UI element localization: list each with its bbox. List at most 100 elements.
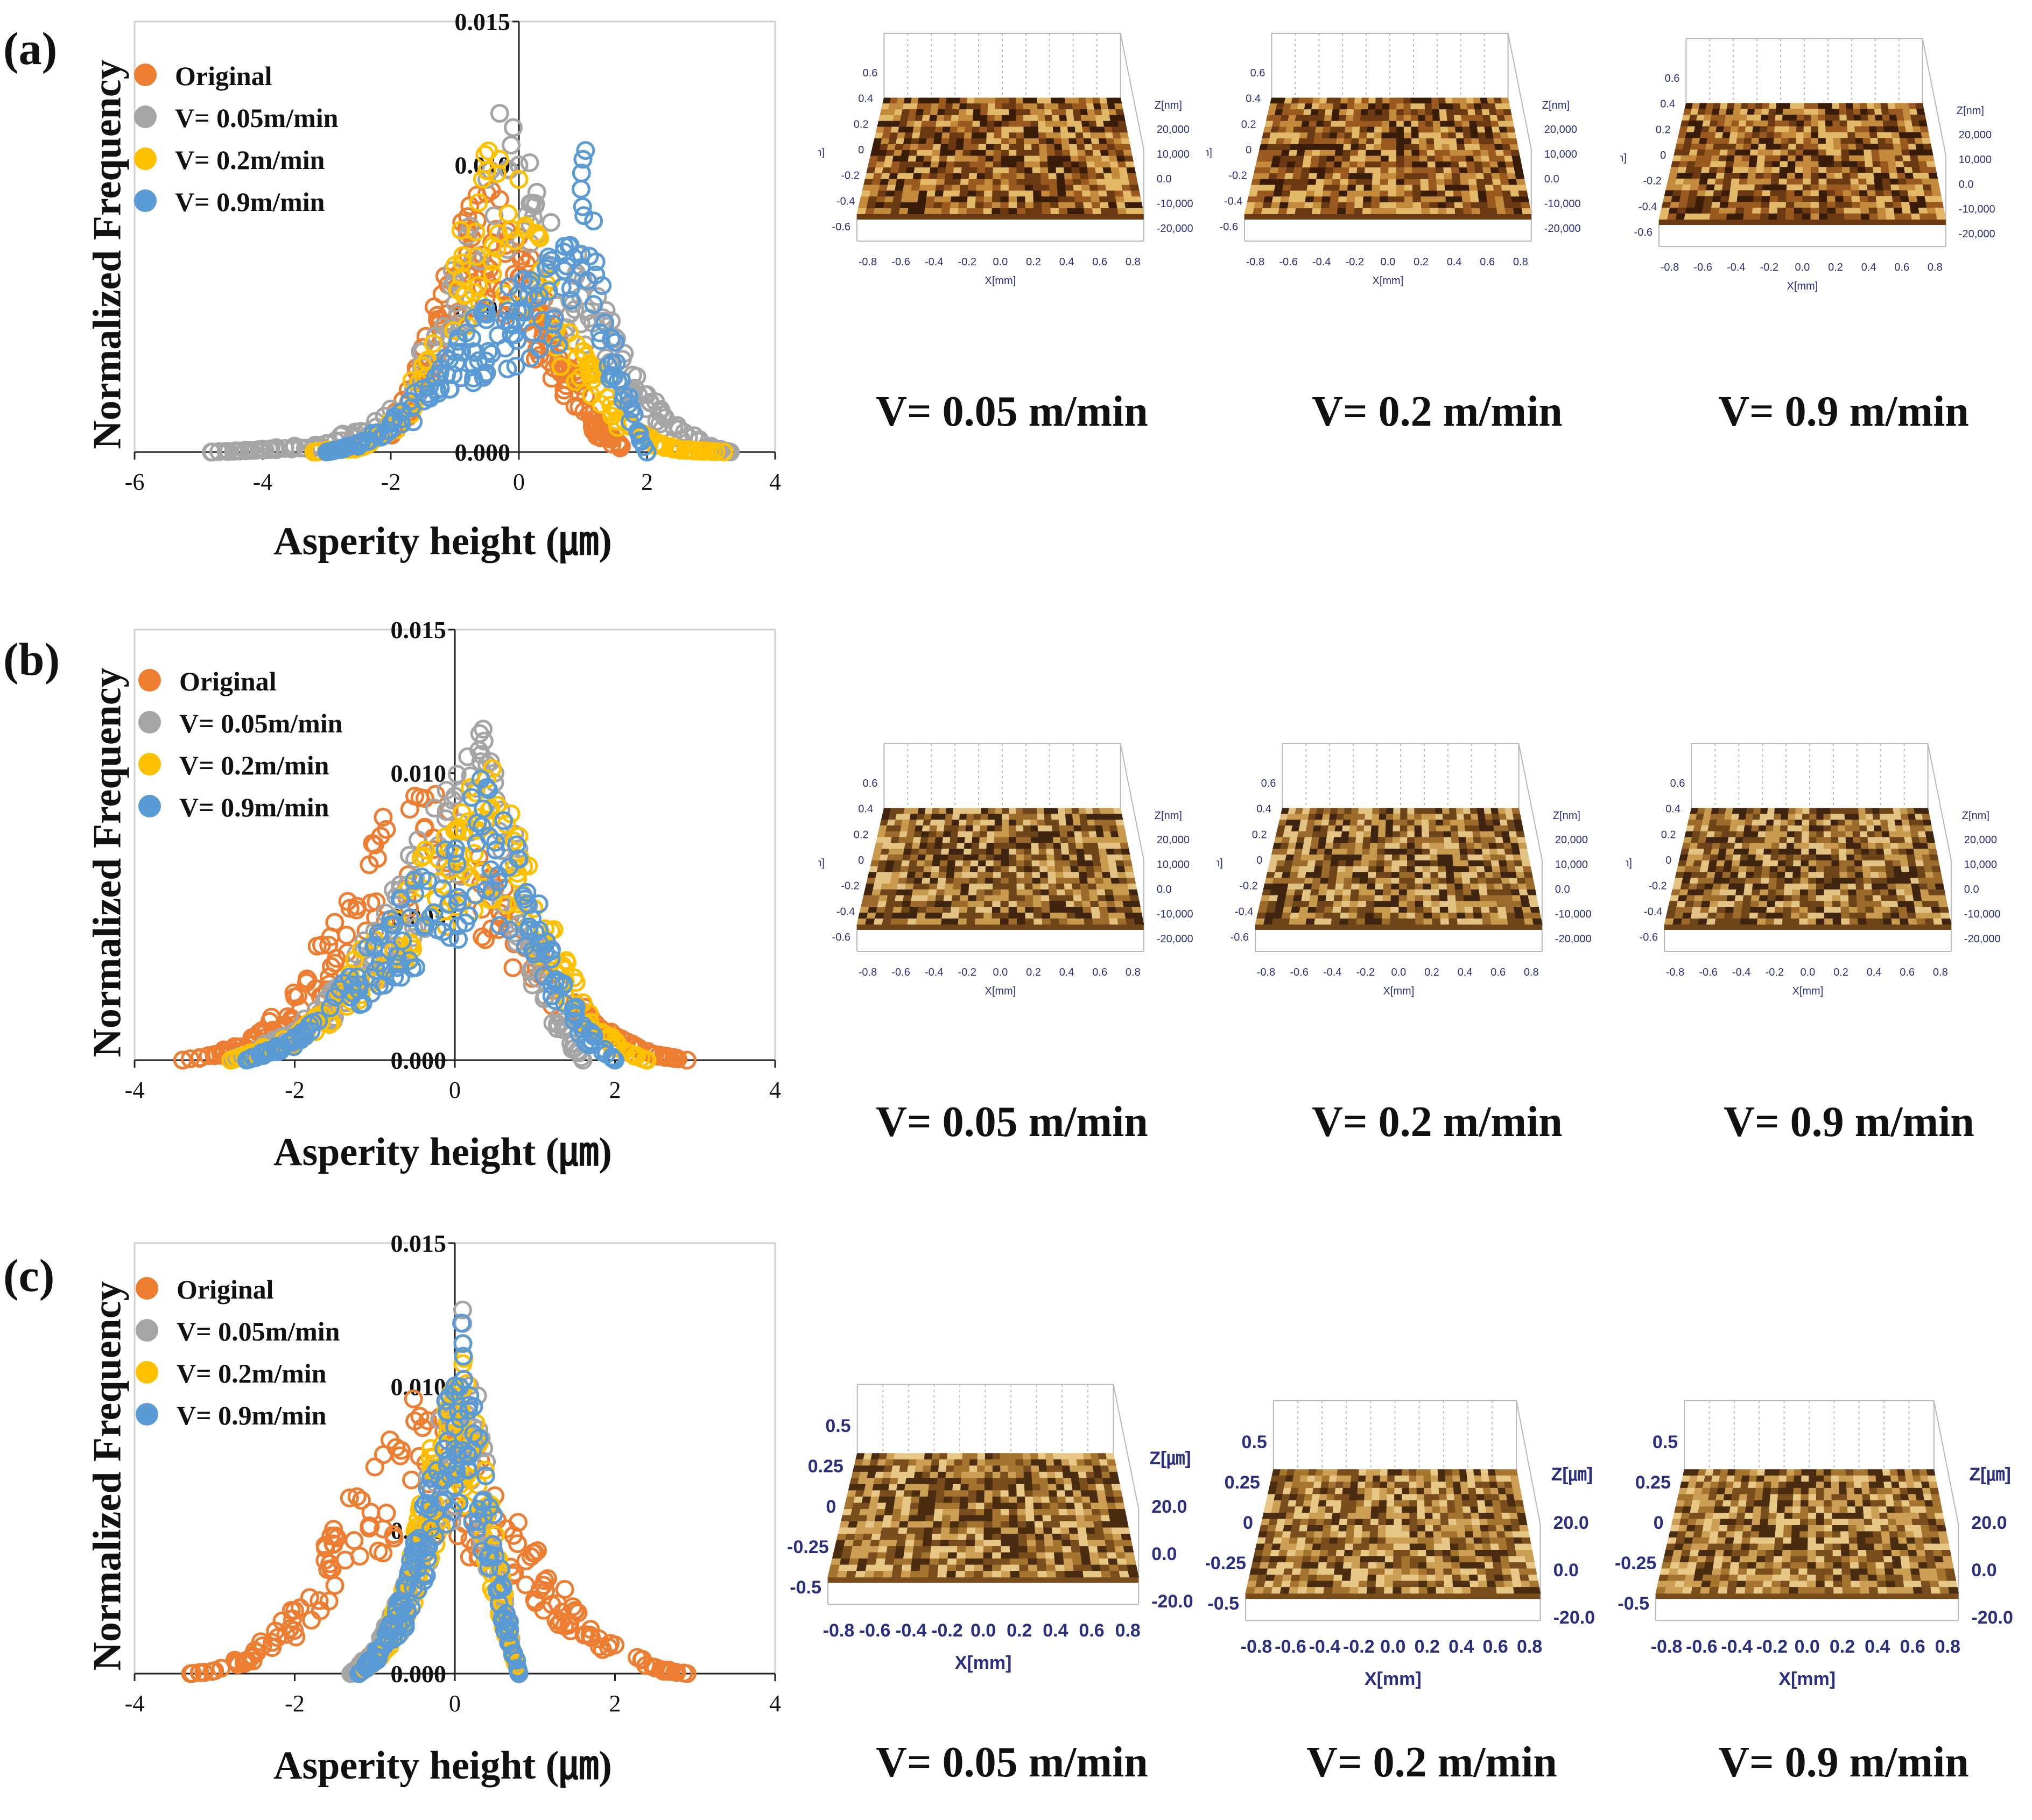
- data-point: [573, 1050, 593, 1070]
- data-point: [545, 972, 565, 992]
- data-point: [490, 150, 509, 169]
- surface-x-tick: 0.6: [1894, 262, 1909, 273]
- data-point: [460, 196, 480, 215]
- data-point: [240, 441, 259, 460]
- data-point: [459, 1395, 479, 1415]
- surface-z-tick: 10,000: [1157, 859, 1190, 871]
- surface-x-tick: -0.6: [1699, 967, 1717, 978]
- panel-c-caption-2: V= 0.2 m/min: [1306, 1739, 1557, 1786]
- data-point: [529, 894, 549, 913]
- data-point: [542, 256, 560, 275]
- surface-x-tick: 0.2: [1415, 1636, 1440, 1657]
- data-point: [315, 1551, 335, 1570]
- data-point: [434, 1440, 454, 1459]
- data-point: [498, 204, 518, 223]
- x-tick-label: 4: [769, 1077, 781, 1103]
- data-point: [426, 367, 446, 386]
- data-point: [601, 396, 621, 415]
- data-point: [404, 1389, 423, 1408]
- data-point: [508, 1513, 528, 1532]
- surface-edge: [1244, 214, 1531, 220]
- surface-z-tick: 0.0: [1959, 179, 1974, 191]
- data-point: [476, 1466, 495, 1485]
- panel-c-legend-v09: V= 0.9m/min: [136, 1400, 327, 1431]
- data-point: [406, 958, 426, 977]
- data-point: [677, 1664, 697, 1683]
- data-point: [325, 1576, 344, 1595]
- data-point: [498, 359, 517, 378]
- data-point: [448, 893, 467, 912]
- surface-plot: 0.6 0.4 0.2 0 -0.2 -0.4 -0.6 Y[mm] -0.8 -0.6 -0.4 -…: [793, 33, 1193, 287]
- x-tick-label: 0: [449, 1077, 461, 1103]
- data-point: [493, 1578, 512, 1597]
- data-point: [335, 1550, 355, 1570]
- data-point: [520, 153, 539, 172]
- data-point: [599, 356, 618, 376]
- data-point: [427, 380, 447, 400]
- surface-z-tick: 10,000: [1555, 859, 1588, 871]
- legend-dot-v005: [134, 105, 157, 128]
- surface-y-tick: 0.2: [854, 829, 869, 841]
- data-point: [573, 150, 593, 169]
- surface-x-tick: -0.8: [1241, 1636, 1272, 1657]
- surface-x-tick: -0.6: [1279, 256, 1297, 268]
- data-point: [228, 1655, 248, 1674]
- surface-y-tick: 0.5: [1242, 1432, 1267, 1452]
- surface-x-title: X[mm]: [1373, 275, 1404, 287]
- surface-x-tick: -0.4: [1323, 967, 1341, 978]
- surface-z-tick: -20.0: [1553, 1607, 1595, 1628]
- panel-a-label: (a): [3, 23, 58, 74]
- surface-y-tick: -0.25: [1206, 1553, 1246, 1574]
- surface-y-tick: 0.6: [863, 67, 878, 79]
- data-point: [245, 1641, 264, 1660]
- data-point: [611, 371, 631, 390]
- data-point: [433, 879, 452, 898]
- surface-z-tick: -20,000: [1555, 933, 1592, 945]
- y-tick-label: 0.010: [391, 1373, 447, 1401]
- surface-x-tick: 0.6: [1483, 1636, 1508, 1657]
- surface-x-tick: -0.2: [1346, 256, 1364, 268]
- panel-c-xlabel: Asperity height (㎛): [273, 1744, 612, 1788]
- data-point: [571, 179, 590, 199]
- data-point: [371, 427, 391, 447]
- data-point: [411, 848, 431, 867]
- surface-x-tick: 0.4: [1059, 256, 1074, 268]
- data-point: [602, 328, 621, 348]
- data-point: [418, 1411, 438, 1430]
- data-point: [581, 1620, 600, 1639]
- data-point: [453, 1334, 473, 1353]
- data-point: [362, 968, 381, 987]
- surface-y-tick: -0.5: [790, 1577, 821, 1598]
- data-point: [477, 305, 496, 324]
- surface-x-tick: 0.2: [1833, 967, 1848, 978]
- surface-plot: 0.6 0.4 0.2 0 -0.2 -0.4 -0.6 Y[mm] -0.8 -0.6 -0.4 -…: [1181, 33, 1581, 287]
- data-point: [606, 1635, 624, 1655]
- data-point: [445, 821, 465, 840]
- surface-x-tick: 0.2: [1026, 256, 1041, 268]
- data-point: [667, 1049, 686, 1068]
- surface-x-title: X[mm]: [1792, 985, 1824, 997]
- panel-a-caption-3: V= 0.9 m/min: [1718, 388, 1969, 435]
- data-point: [523, 193, 542, 213]
- surface-edge: [857, 214, 1144, 220]
- data-point: [430, 1471, 449, 1490]
- data-point: [670, 440, 688, 459]
- surface-x-tick: 0.4: [1059, 967, 1074, 978]
- data-point: [459, 1459, 478, 1479]
- surface-x-tick: 0.6: [1092, 256, 1107, 268]
- data-point: [483, 264, 502, 284]
- surface-x-title: X[mm]: [1365, 1669, 1422, 1689]
- surface-x-tick: 0.2: [1414, 256, 1429, 268]
- data-point: [260, 1012, 279, 1031]
- surface-box-frame: [1255, 743, 1543, 952]
- legend-text: V= 0.2m/min: [179, 750, 329, 780]
- data-point: [202, 442, 221, 462]
- legend-dot-v02: [136, 1361, 158, 1384]
- surface-z-tick: -10,000: [1964, 908, 2001, 920]
- data-point: [467, 246, 487, 266]
- surface-y-tick: 0.4: [1256, 803, 1271, 815]
- data-point: [324, 1535, 343, 1554]
- data-point: [369, 923, 388, 943]
- surface-z-tick: -20,000: [1544, 223, 1581, 235]
